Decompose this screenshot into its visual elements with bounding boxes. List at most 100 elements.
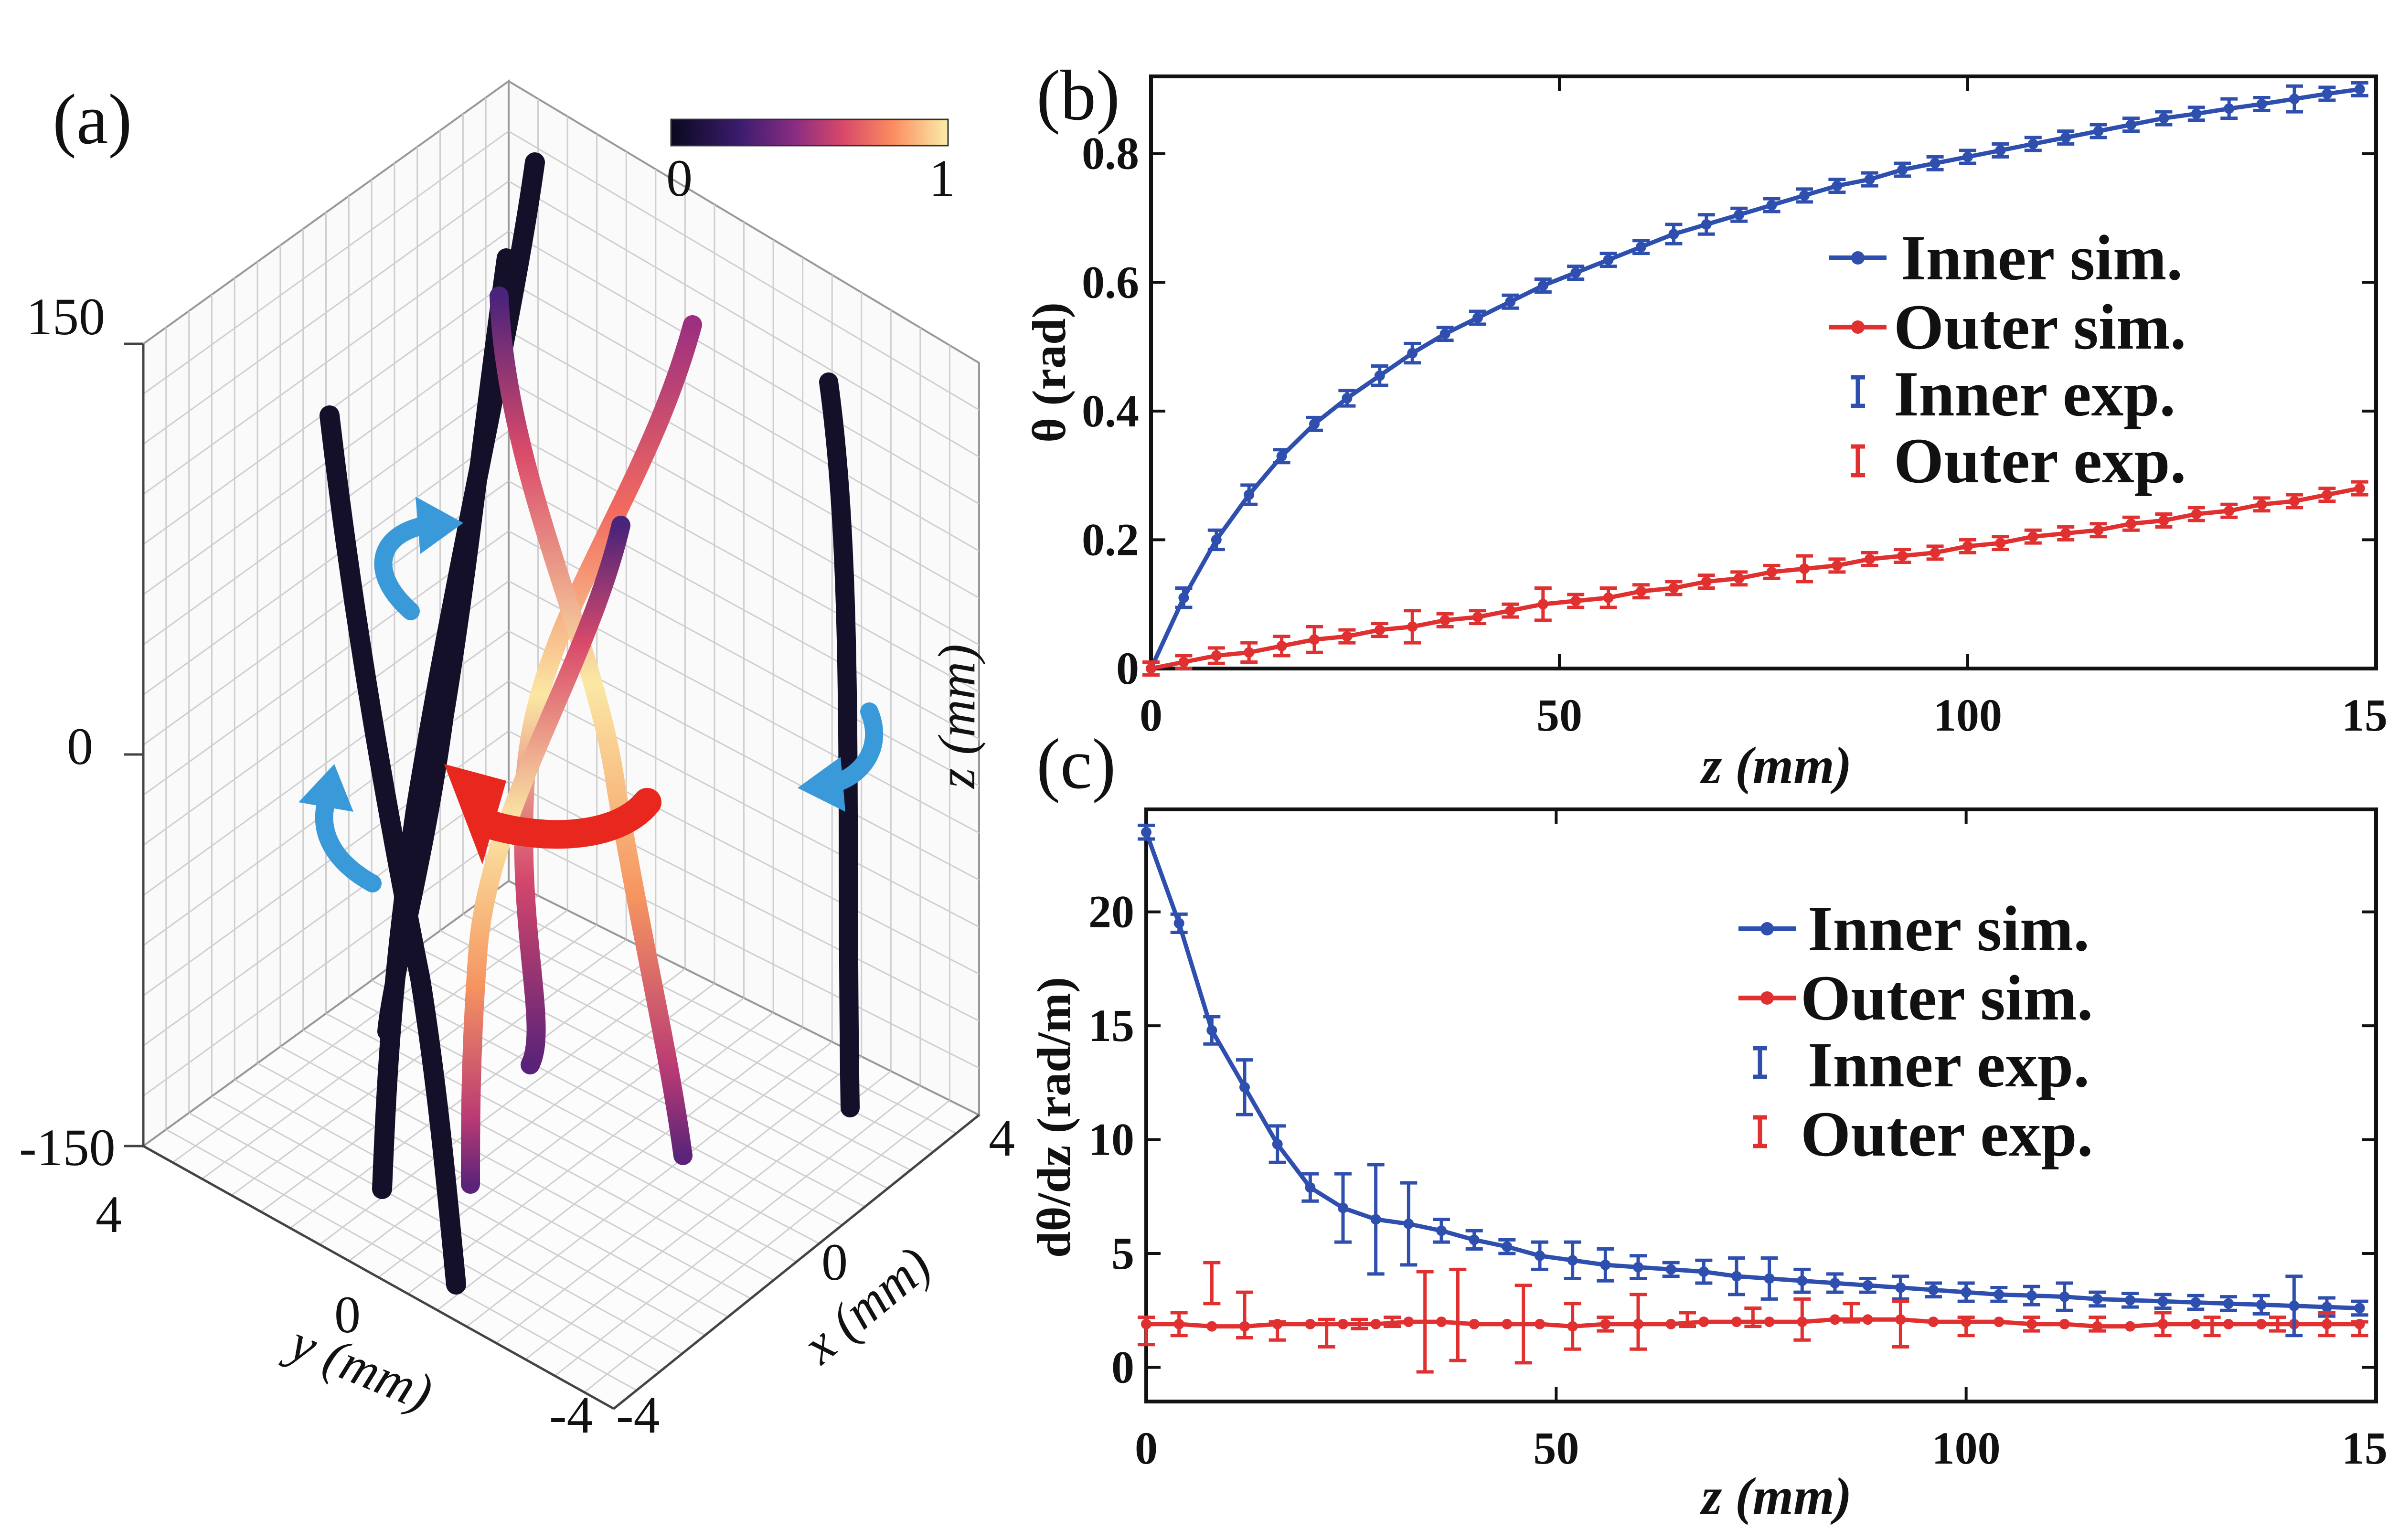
panel-c-inner-errbar-31 — [2154, 1293, 2172, 1310]
panel-b-inner-errbar-4 — [1273, 448, 1290, 465]
panel-b-outer-errbar-8 — [1404, 609, 1421, 645]
panel-c-outer-errbar-13 — [1630, 1293, 1647, 1351]
panel-c-outer-errbar-12 — [1597, 1316, 1614, 1333]
panel-b-outer-errbar-26 — [1992, 535, 2009, 552]
panel-c-inner-errbar-33 — [2220, 1295, 2237, 1312]
panel-c-outer-point-24 — [1928, 1317, 1939, 1328]
panel-b-inner-errbar-34 — [2253, 96, 2271, 112]
panel-c-ytick-label-0: 0 — [1111, 1341, 1134, 1392]
panel-c-inner-errbar-17 — [1695, 1258, 1713, 1285]
panel-b-inner-errbar-13 — [1567, 265, 1585, 281]
panel-c-inner-errbar-20 — [1793, 1267, 1811, 1294]
z-axis-label: z (mm) — [927, 644, 986, 789]
panel-c-inner-errbar-4 — [1269, 1124, 1286, 1164]
panel-b-inner-errbar-29 — [2090, 123, 2107, 139]
panel-b-outer-errbar-1 — [1175, 654, 1193, 670]
panel-b-inner-errbar-32 — [2187, 106, 2205, 122]
panel-b-inner-errbar-21 — [1828, 178, 1846, 194]
panel-b-xtick-label-2: 100 — [1933, 690, 2002, 741]
panel-b-inner-errbar-6 — [1338, 389, 1356, 408]
panel-b-inner-errbar-24 — [1926, 155, 1944, 171]
panel-c-outer-point-6 — [1338, 1318, 1348, 1329]
panel-b-outer-errbar-17 — [1697, 574, 1715, 590]
panel-b-inner-errbar-14 — [1599, 252, 1617, 268]
y-tick-4: 4 — [96, 1185, 122, 1243]
strand-outer-3 — [377, 248, 516, 1041]
panel-c-outer-point-11 — [1502, 1318, 1513, 1329]
panel-b-inner-errbar-15 — [1632, 239, 1650, 255]
panel-b-inner-errbar-9 — [1436, 326, 1454, 342]
panel-b-inner-errbar-25 — [1959, 149, 1976, 165]
panel-b-outer-errbar-32 — [2187, 506, 2205, 522]
panel-c-inner-errbar-16 — [1662, 1261, 1680, 1278]
strand-inner-2 — [490, 287, 693, 1165]
panel-c-outer-point-32 — [2190, 1318, 2201, 1329]
panel-c-inner-errbar-12 — [1531, 1240, 1548, 1271]
panel-c-inner-errbar-1 — [1170, 912, 1188, 935]
colorbar: 0 1 — [666, 118, 955, 207]
panel-b-outer-errbar-5 — [1306, 625, 1323, 654]
panel-c-inner-errbar-32 — [2187, 1294, 2205, 1311]
panel-b-inner-errbar-27 — [2024, 136, 2042, 152]
x-tick-0: 0 — [821, 1233, 848, 1291]
z-tick-0: 0 — [67, 717, 93, 775]
panel-b-inner-errbar-16 — [1665, 223, 1683, 245]
panel-c-outer-errbar-11 — [1564, 1302, 1581, 1351]
panel-b-outer-errbar-23 — [1894, 548, 1911, 564]
panel-b-outer-errbar-24 — [1926, 544, 1944, 561]
panel-c-outer-errbar-24 — [2269, 1316, 2286, 1333]
panel-c-outer-errbar-6 — [1351, 1317, 1368, 1330]
panel-c-inner-errbar-13 — [1564, 1240, 1581, 1280]
rotation-arrow-red — [444, 764, 661, 864]
panel-c-inner-errbar-11 — [1498, 1238, 1516, 1255]
panel-c-inner-errbar-19 — [1760, 1256, 1778, 1301]
panel-b-inner-errbar-17 — [1697, 213, 1715, 236]
panel-c-ytick-label-1: 5 — [1111, 1228, 1134, 1279]
panel-c-outer-point-12 — [1535, 1318, 1545, 1329]
panel-b-inner-errbar-26 — [1992, 142, 2009, 159]
panel-c-outer-point-18 — [1731, 1317, 1742, 1328]
panel-b-frame — [1149, 74, 2378, 670]
panel-c-inner-errbar-18 — [1728, 1256, 1745, 1296]
panel-c-inner-errbar-0 — [1138, 823, 1155, 841]
panel-c-inner-errbar-3 — [1236, 1058, 1253, 1116]
rotation-arrow-blue-2 — [298, 764, 382, 892]
panel-c-outer-point-16 — [1665, 1318, 1676, 1329]
panel-c-outer-errbar-18 — [1892, 1299, 1909, 1349]
panel-b-ylabel: θ (rad) — [1023, 302, 1076, 443]
panel-b-inner-errbar-1 — [1175, 586, 1193, 609]
panel-b-inner-errbar-10 — [1469, 309, 1486, 326]
panel-c-outer-errbar-19 — [1957, 1316, 1975, 1338]
floor-plane — [141, 880, 981, 1410]
panel-b-outer-errbar-33 — [2220, 502, 2238, 519]
panel-b-inner-errbar-18 — [1730, 206, 1748, 223]
panel-c-ytick-label-3: 15 — [1088, 1000, 1134, 1051]
panel-b-outer-errbar-9 — [1436, 612, 1454, 628]
panel-b-outer-errbar-21 — [1828, 557, 1846, 574]
panel-b-inner-errbar-19 — [1763, 197, 1780, 213]
panel-a-label: (a) — [53, 80, 132, 159]
panel-b-outer-errbar-36 — [2318, 487, 2336, 503]
panel-c-outer-errbar-14 — [1679, 1311, 1696, 1328]
panel-c-xtick-label-0: 0 — [1135, 1423, 1158, 1474]
x-axis-line — [613, 1114, 980, 1410]
panel-b-outer-errbar-11 — [1502, 602, 1519, 619]
panel-b-inner-errbar-20 — [1796, 187, 1813, 204]
panel-c-inner-errbar-6 — [1334, 1172, 1352, 1244]
panel-b-inner-errbar-35 — [2286, 84, 2303, 114]
panel-b-outer-errbar-18 — [1730, 570, 1748, 587]
panel-c-outer-errbar-23 — [2203, 1316, 2221, 1338]
panel-b-inner-errbar-11 — [1502, 293, 1519, 310]
panel-b-outer-errbar-6 — [1338, 628, 1356, 645]
panel-b-outer-errbar-12 — [1534, 586, 1552, 622]
panel-c-ylabel: dθ/dz (rad/m) — [1027, 977, 1080, 1258]
panel-c-outer-errbar-26 — [2351, 1320, 2368, 1338]
panel-c-legend-outer-sim: Outer sim. — [1801, 963, 2093, 1034]
panel-c-xtick-label-3: 150 — [2342, 1423, 2388, 1474]
panel-b-legend-outer-sim: Outer sim. — [1894, 292, 2186, 363]
panel-c-outer-errbar-8 — [1416, 1270, 1434, 1374]
panel-c-legend: Inner sim. Outer sim. Inner exp. Outer e… — [1738, 893, 2093, 1170]
panel-b-inner-errbar-28 — [2057, 129, 2075, 146]
panel-b-label: (b) — [1036, 56, 1120, 135]
panel-c-outer-point-33 — [2223, 1318, 2234, 1329]
